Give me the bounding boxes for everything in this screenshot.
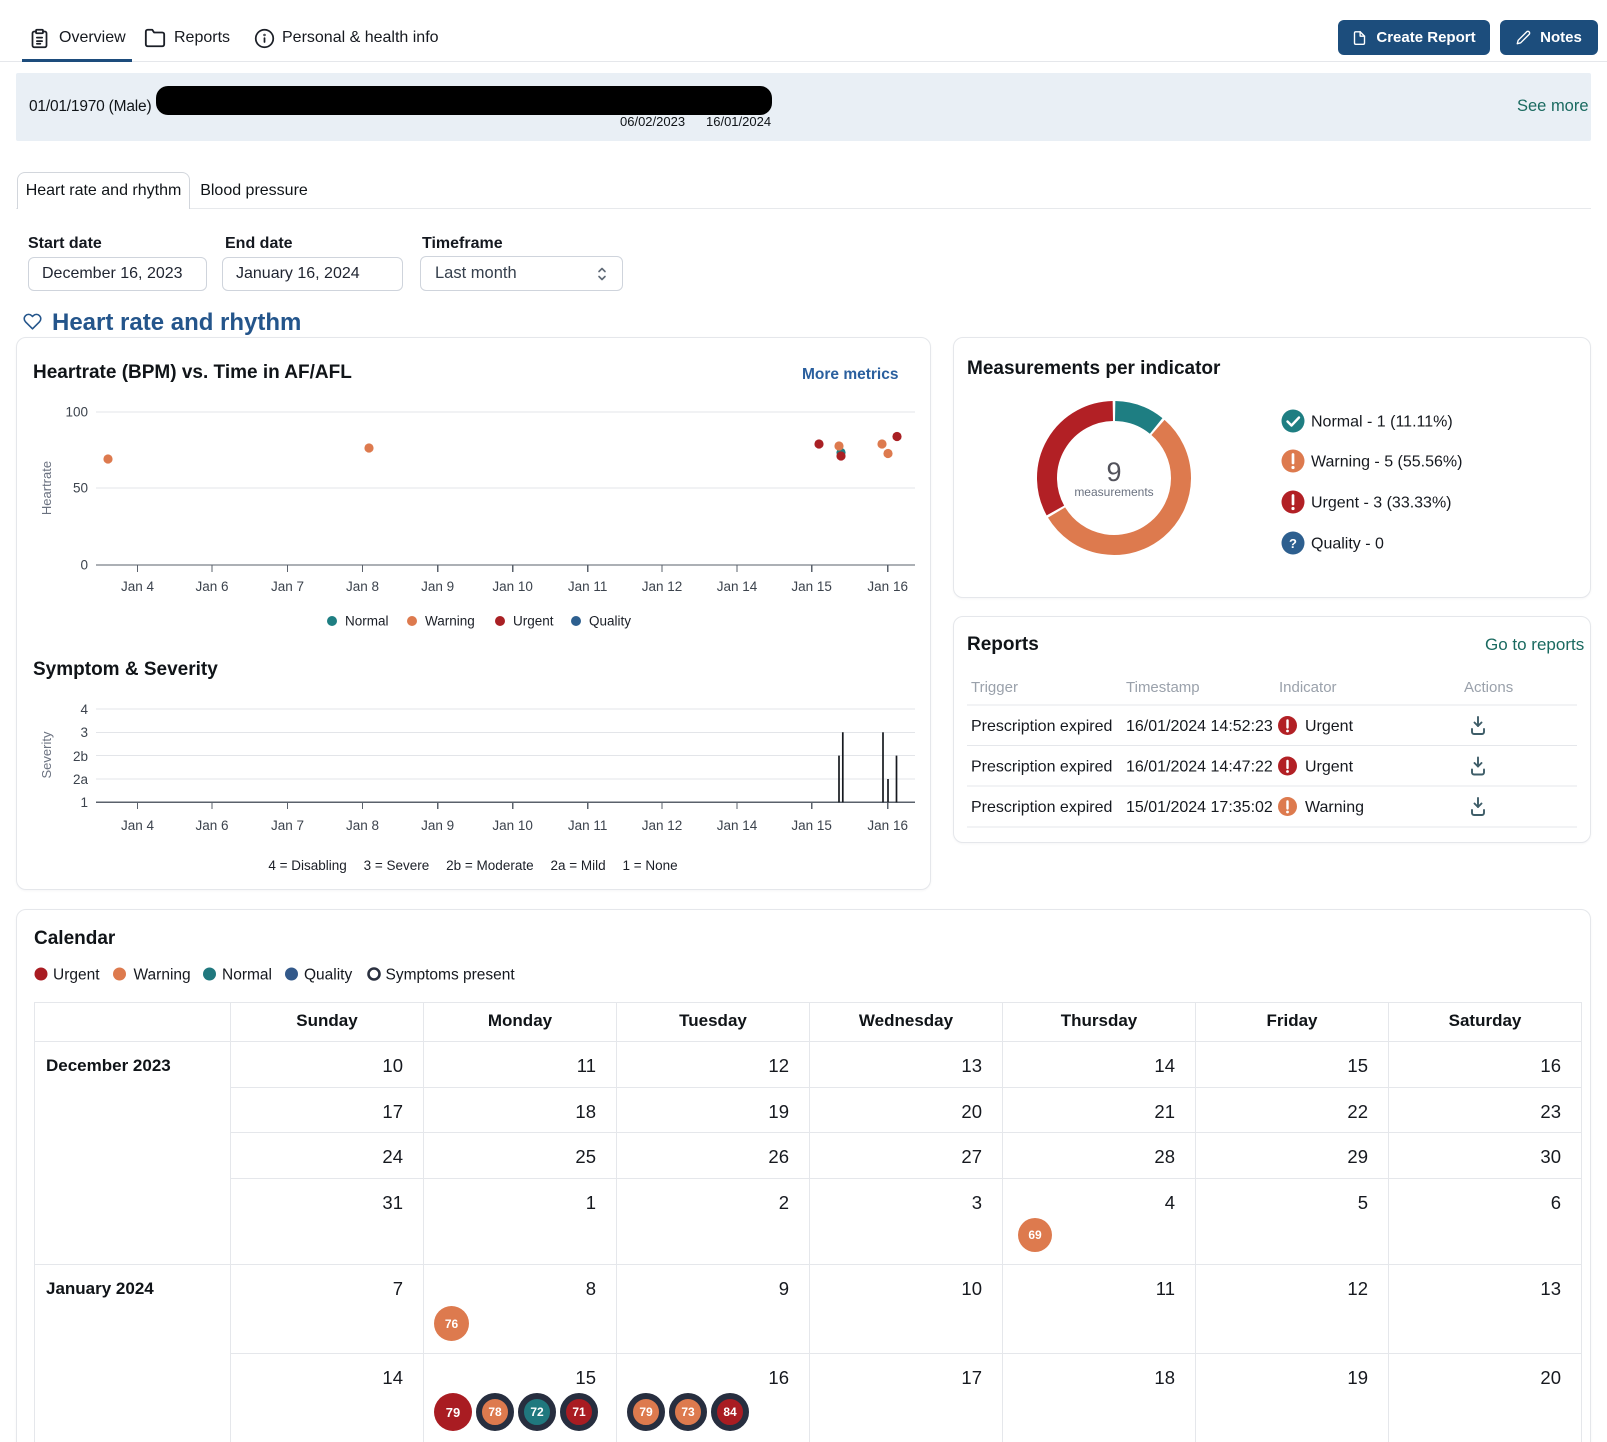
svg-text:Jan 16: Jan 16 xyxy=(867,818,908,833)
svg-text:Urgent: Urgent xyxy=(53,967,100,984)
svg-text:Jan 6: Jan 6 xyxy=(195,579,228,594)
svg-text:Jan 7: Jan 7 xyxy=(271,579,304,594)
svg-text:Jan 10: Jan 10 xyxy=(492,579,533,594)
svg-text:Jan 6: Jan 6 xyxy=(195,818,228,833)
svg-text:Urgent: Urgent xyxy=(1305,718,1354,735)
svg-text:15/01/2024 17:35:02: 15/01/2024 17:35:02 xyxy=(1126,799,1273,816)
svg-text:Jan 12: Jan 12 xyxy=(642,579,683,594)
svg-text:Prescription expired: Prescription expired xyxy=(971,718,1112,735)
svg-text:2a: 2a xyxy=(73,772,89,787)
svg-text:9: 9 xyxy=(1106,457,1121,487)
svg-text:Urgent: Urgent xyxy=(1305,759,1354,776)
svg-text:Jan 12: Jan 12 xyxy=(642,818,683,833)
svg-text:Actions: Actions xyxy=(1464,679,1513,696)
svg-text:4: 4 xyxy=(80,702,88,717)
svg-text:Heartrate: Heartrate xyxy=(39,461,54,515)
svg-text:3: 3 xyxy=(80,725,88,740)
svg-text:0: 0 xyxy=(80,558,88,573)
svg-text:Jan 16: Jan 16 xyxy=(867,579,908,594)
svg-text:Jan 14: Jan 14 xyxy=(717,818,758,833)
svg-text:Trigger: Trigger xyxy=(971,679,1018,696)
svg-text:Timestamp: Timestamp xyxy=(1126,679,1200,696)
svg-text:2b: 2b xyxy=(73,749,88,764)
svg-text:Warning: Warning xyxy=(425,614,475,629)
svg-text:Quality: Quality xyxy=(589,614,631,629)
svg-text:50: 50 xyxy=(73,481,88,496)
svg-text:Normal: Normal xyxy=(222,967,272,984)
svg-text:?: ? xyxy=(1289,536,1297,551)
svg-text:Prescription expired: Prescription expired xyxy=(971,799,1112,816)
svg-text:Normal: Normal xyxy=(345,614,389,629)
svg-text:Jan 15: Jan 15 xyxy=(791,579,832,594)
svg-text:4 = Disabling 3 = Severe 2b: 4 = Disabling 3 = Severe 2b = Moderate 2… xyxy=(268,858,677,873)
svg-text:16/01/2024 14:52:23: 16/01/2024 14:52:23 xyxy=(1126,718,1273,735)
svg-text:Jan 15: Jan 15 xyxy=(791,818,832,833)
svg-text:Warning - 5 (55.56%): Warning - 5 (55.56%) xyxy=(1311,454,1462,471)
svg-text:Jan 9: Jan 9 xyxy=(421,818,454,833)
svg-text:Indicator: Indicator xyxy=(1279,679,1337,696)
svg-text:Jan 8: Jan 8 xyxy=(346,818,379,833)
svg-text:Warning: Warning xyxy=(1305,799,1364,816)
svg-text:Jan 7: Jan 7 xyxy=(271,818,304,833)
svg-text:100: 100 xyxy=(65,405,88,420)
svg-text:measurements: measurements xyxy=(1074,485,1153,499)
svg-text:Symptoms present: Symptoms present xyxy=(386,967,516,984)
svg-text:16/01/2024 14:47:22: 16/01/2024 14:47:22 xyxy=(1126,759,1273,776)
svg-text:Jan 4: Jan 4 xyxy=(121,579,155,594)
svg-text:Quality: Quality xyxy=(304,967,352,984)
svg-text:Normal - 1 (11.11%): Normal - 1 (11.11%) xyxy=(1311,414,1453,431)
svg-text:Urgent: Urgent xyxy=(513,614,554,629)
svg-text:Jan 11: Jan 11 xyxy=(568,579,608,594)
svg-text:Jan 10: Jan 10 xyxy=(492,818,533,833)
svg-text:Severity: Severity xyxy=(39,731,54,778)
svg-text:Jan 14: Jan 14 xyxy=(717,579,758,594)
svg-text:Quality - 0: Quality - 0 xyxy=(1311,536,1384,553)
svg-text:Prescription expired: Prescription expired xyxy=(971,759,1112,776)
svg-text:Jan 4: Jan 4 xyxy=(121,818,155,833)
svg-text:Jan 11: Jan 11 xyxy=(568,818,608,833)
svg-text:Warning: Warning xyxy=(134,967,191,984)
svg-text:Jan 9: Jan 9 xyxy=(421,579,454,594)
svg-text:Urgent - 3 (33.33%): Urgent - 3 (33.33%) xyxy=(1311,495,1452,512)
svg-text:Jan 8: Jan 8 xyxy=(346,579,379,594)
svg-text:1: 1 xyxy=(80,795,88,810)
